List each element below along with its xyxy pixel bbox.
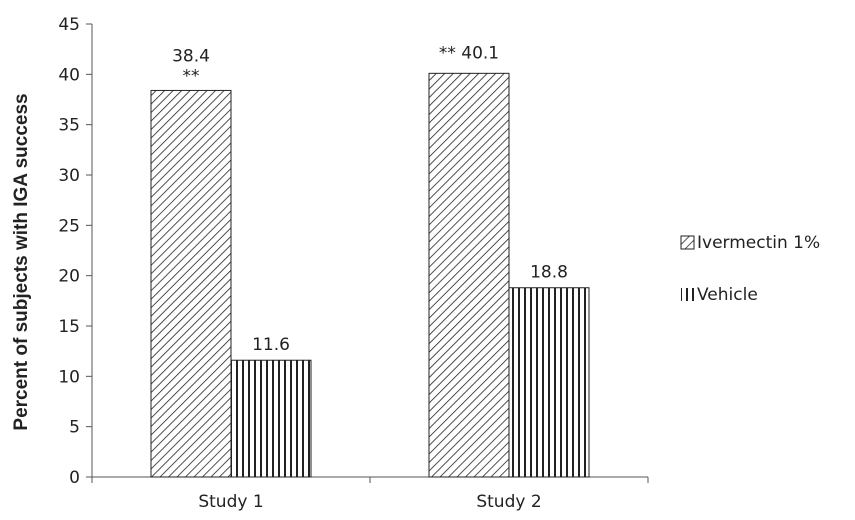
bars xyxy=(150,72,590,478)
legend-label-ivermectin: Ivermectin 1% xyxy=(697,233,820,253)
x-tick-label: Study 1 xyxy=(198,492,263,512)
data-label-ivermectin-2: ** 40.1 xyxy=(439,43,499,63)
legend-swatch-vehicle xyxy=(681,288,694,301)
y-tick-label: 35 xyxy=(58,116,80,136)
y-tick-label: 25 xyxy=(58,216,80,236)
y-tick-label: 20 xyxy=(58,267,80,287)
y-tick-label: 30 xyxy=(58,166,80,186)
y-ticks: 0 5 10 15 20 25 30 35 40 45 xyxy=(58,15,92,488)
y-tick-label: 45 xyxy=(58,15,80,35)
x-ticks: Study 1 Study 2 xyxy=(198,492,541,512)
y-tick-label: 0 xyxy=(69,468,80,488)
data-label-ivermectin-1: 38.4 xyxy=(172,46,210,66)
legend: Ivermectin 1% Vehicle xyxy=(680,233,820,305)
x-tick-label: Study 2 xyxy=(476,492,541,512)
y-tick-label: 10 xyxy=(58,367,80,387)
data-labels: 38.4** 11.6 ** 40.1 18.8 xyxy=(172,43,568,355)
legend-swatch-ivermectin xyxy=(680,235,695,250)
y-axis-label: Percent of subjects with IGA success xyxy=(11,93,32,430)
y-tick-label: 40 xyxy=(58,65,80,85)
legend-label-vehicle: Vehicle xyxy=(697,285,758,305)
bar-vehicle-2 xyxy=(508,287,590,478)
bar-vehicle-1 xyxy=(230,359,312,478)
bar-ivermectin-1 xyxy=(150,89,232,478)
data-label-vehicle-1: 11.6 xyxy=(252,335,290,355)
bar-ivermectin-2 xyxy=(428,72,510,478)
data-label-vehicle-2: 18.8 xyxy=(530,263,568,283)
y-tick-label: 15 xyxy=(58,317,80,337)
y-tick-label: 5 xyxy=(69,418,80,438)
significance-marker-1: ** xyxy=(183,66,200,86)
